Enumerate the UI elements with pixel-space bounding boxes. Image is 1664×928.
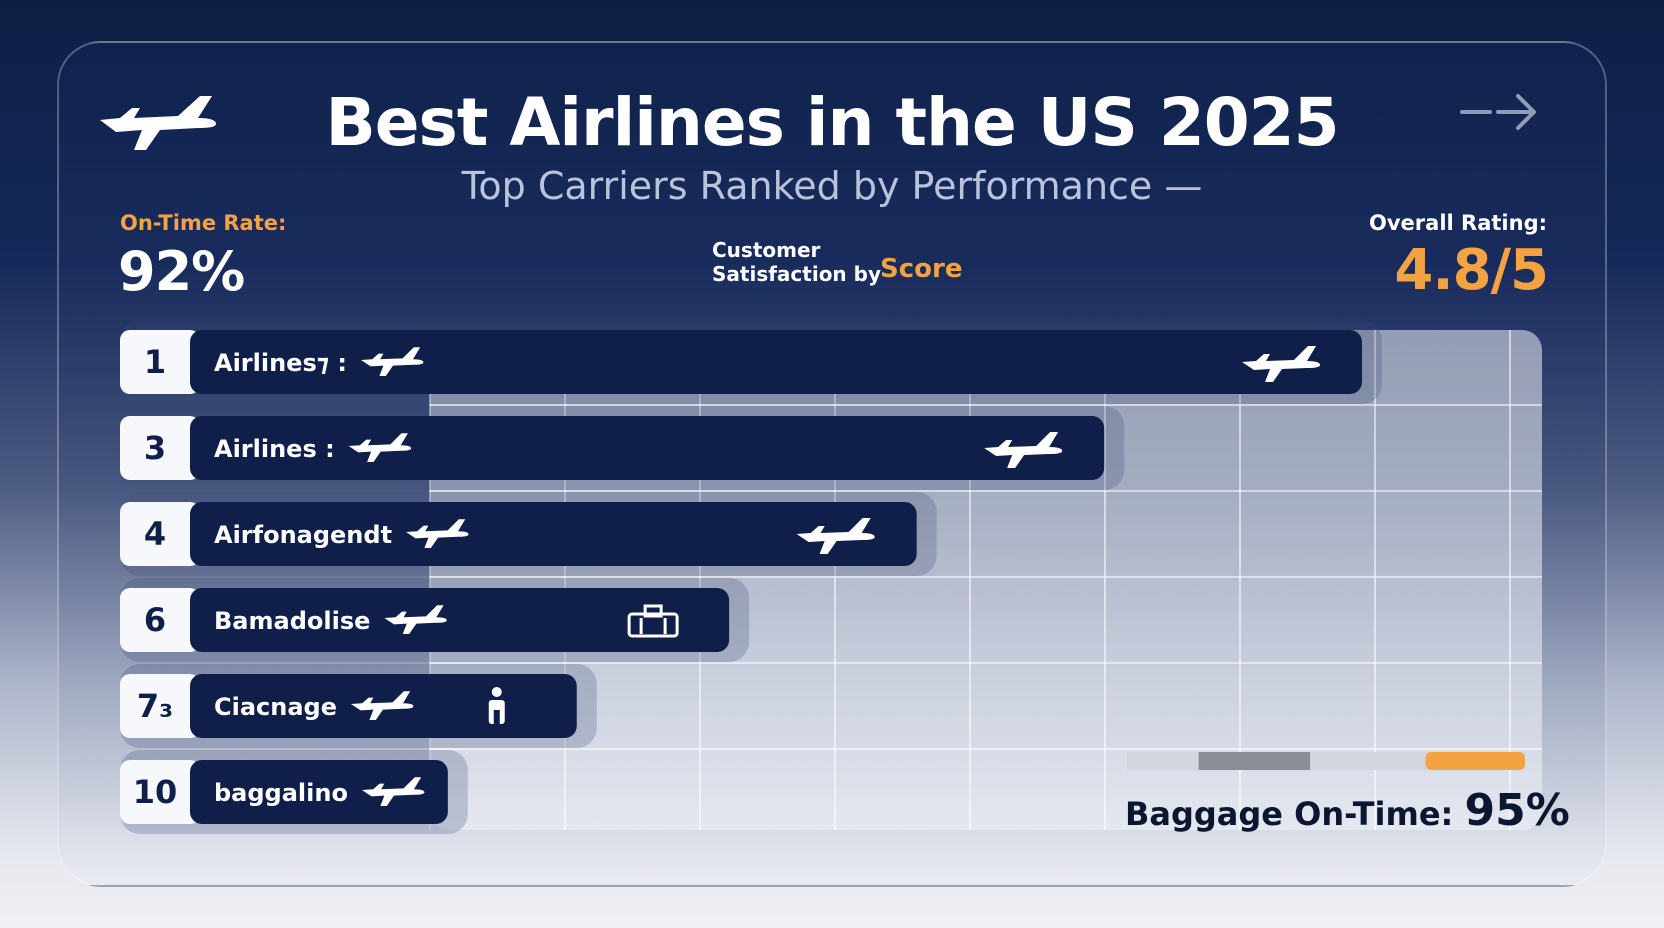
- arrow-right-icon[interactable]: [1460, 92, 1540, 132]
- bar: [190, 588, 730, 652]
- rank-label: 7₃: [137, 687, 173, 725]
- baggage-bar-segment: [1198, 752, 1311, 770]
- overall-rating-label: Overall Rating:: [1369, 211, 1547, 235]
- baggage-label-text: Baggage On-Time:: [1125, 795, 1454, 833]
- rank-badge: [120, 760, 200, 824]
- airplane-icon: [348, 433, 412, 462]
- customer-satisfaction-line1: Customer: [712, 238, 821, 262]
- airplane-icon: [351, 691, 414, 720]
- bar-row-6: 10 baggalino: [120, 750, 468, 834]
- rank-label: 1: [144, 343, 166, 381]
- rank-label: 3: [144, 429, 166, 467]
- bar: [190, 416, 1105, 480]
- bar: [190, 502, 917, 566]
- bar: [190, 760, 448, 824]
- baggage-bar-fill: [1425, 752, 1525, 770]
- category-label: baggalino: [214, 779, 348, 807]
- customer-score-label: Score: [880, 254, 963, 284]
- category-label: Ciacnage: [214, 693, 337, 721]
- rank-label: 6: [144, 601, 166, 639]
- baggage-value: 95%: [1464, 785, 1570, 836]
- rank-badge: [120, 588, 200, 652]
- airplane-icon: [361, 777, 425, 806]
- airplane-icon: [361, 347, 424, 376]
- category-label: Bamadolise: [214, 607, 370, 635]
- on-time-value: 92%: [118, 240, 245, 303]
- bar-row-3: 4 Airfonagendt: [120, 492, 937, 576]
- airplane-icon: [984, 432, 1063, 468]
- airplane-icon: [100, 96, 216, 150]
- rank-badge: [120, 674, 200, 738]
- bar: [190, 330, 1362, 394]
- page-title: Best Airlines in the US 2025: [325, 84, 1339, 161]
- baggage-bar: [1127, 752, 1525, 770]
- luggage-icon: [627, 604, 679, 638]
- rank-label: 10: [133, 773, 178, 811]
- overall-rating-value: 4.8/5: [1394, 238, 1549, 303]
- rank-badge: [120, 416, 200, 480]
- airplane-icon: [406, 519, 469, 548]
- baggage-label: Baggage On-Time: 95%: [1125, 785, 1570, 836]
- customer-satisfaction-line2: Satisfaction by: [712, 262, 881, 286]
- rank-label: 4: [144, 515, 166, 553]
- bar-row-1: 1 Airlines⁊ :: [120, 320, 1382, 404]
- airplane-icon: [796, 518, 875, 554]
- rank-badge: [120, 502, 200, 566]
- category-label: Airlines⁊ :: [214, 349, 347, 377]
- airplane-icon: [1242, 346, 1320, 382]
- category-label: Airfonagendt: [214, 521, 392, 549]
- person-icon: [488, 687, 505, 724]
- on-time-label: On-Time Rate:: [120, 211, 287, 235]
- rank-badge: [120, 330, 200, 394]
- page-subtitle: Top Carriers Ranked by Performance —: [461, 164, 1203, 208]
- category-label: Airlines :: [214, 435, 335, 463]
- bar-row-2: 3 Airlines :: [120, 406, 1125, 490]
- airplane-icon: [384, 605, 447, 634]
